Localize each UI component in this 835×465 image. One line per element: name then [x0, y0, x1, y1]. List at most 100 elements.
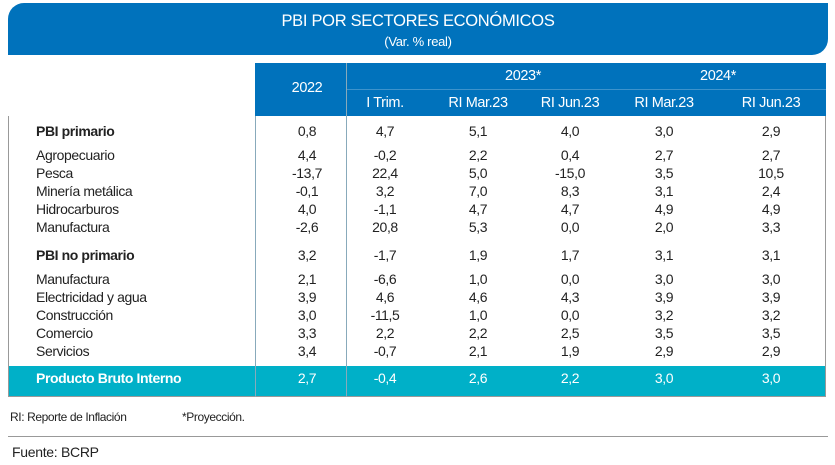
row-label: Comercio [36, 325, 93, 341]
table-cell: 3,1 [761, 247, 781, 263]
table-cell: 2,7 [761, 147, 781, 163]
table-cell: -15,0 [555, 165, 585, 181]
table-cell: -0,1 [295, 183, 319, 199]
note-ri: RI: Reporte de Inflación [10, 410, 127, 424]
table-cell: 2,0 [654, 219, 674, 235]
table-cell: 5,0 [468, 165, 488, 181]
table-cell: 3,5 [761, 325, 781, 341]
table-cell: 2,2 [375, 325, 395, 341]
table-cell: 3,2 [761, 307, 781, 323]
table-cell: 3,0 [761, 370, 781, 386]
table-cell: 3,0 [654, 271, 674, 287]
table-cell: 3,2 [654, 307, 674, 323]
table-cell: 0,4 [560, 147, 580, 163]
table-cell: 20,8 [372, 219, 398, 235]
table-cell: -0,4 [373, 370, 397, 386]
table-cell: 0,0 [560, 219, 580, 235]
row-label: Construcción [36, 307, 113, 323]
table-cell: 5,3 [468, 219, 488, 235]
data-table [8, 116, 826, 397]
table-cell: 2,6 [468, 370, 488, 386]
table-cell: 3,5 [654, 165, 674, 181]
header-subcol: RI Mar.23 [448, 95, 508, 111]
table-cell: 10,5 [758, 165, 784, 181]
header-subcol: RI Mar.23 [634, 95, 694, 111]
table-cell: -1,1 [373, 201, 397, 217]
table-cell: 1,0 [468, 307, 488, 323]
table-cell: 3,9 [297, 289, 317, 305]
table-cell: -0,7 [373, 343, 397, 359]
row-label: PBI no primario [36, 247, 135, 263]
table-cell: 4,0 [560, 123, 580, 139]
table-title: PBI POR SECTORES ECONÓMICOS [281, 12, 555, 30]
table-cell: 3,4 [297, 343, 317, 359]
table-cell: 2,9 [761, 123, 781, 139]
row-label: Producto Bruto Interno [36, 370, 182, 386]
table-cell: 2,9 [761, 343, 781, 359]
table-cell: 0,8 [297, 123, 317, 139]
table-cell: 3,0 [654, 123, 674, 139]
table-cell: 3,0 [761, 271, 781, 287]
table-cell: 3,0 [654, 370, 674, 386]
header-2024: 2024* [700, 68, 736, 84]
table-cell: 4,4 [297, 147, 317, 163]
table-subtitle: (Var. % real) [384, 34, 452, 49]
table-cell: -13,7 [292, 165, 322, 181]
header-2023: 2023* [505, 68, 541, 84]
table-cell: 8,3 [560, 183, 580, 199]
table-cell: 3,9 [654, 289, 674, 305]
row-label: Agropecuario [36, 147, 115, 163]
table-cell: 3,3 [297, 325, 317, 341]
table-cell: 3,3 [761, 219, 781, 235]
column-divider [255, 116, 256, 397]
row-label: Servicios [36, 343, 90, 359]
header-subcol: RI Jun.23 [540, 95, 600, 111]
header-subcol: I Trim. [366, 95, 404, 111]
table-cell: 2,9 [654, 343, 674, 359]
table-cell: 2,7 [654, 147, 674, 163]
table-cell: 2,2 [468, 147, 488, 163]
table-cell: 7,0 [468, 183, 488, 199]
table-cell: -1,7 [373, 247, 397, 263]
table-cell: 3,5 [654, 325, 674, 341]
table-cell: 4,6 [375, 289, 395, 305]
table-cell: 22,4 [372, 165, 398, 181]
table-cell: 3,1 [654, 247, 674, 263]
table-cell: 2,7 [297, 370, 317, 386]
table-cell: 2,1 [468, 343, 488, 359]
table-cell: 1,7 [560, 247, 580, 263]
table-cell: -11,5 [370, 307, 400, 323]
header-subcol: RI Jun.23 [741, 95, 801, 111]
source: Fuente: BCRP [12, 444, 99, 460]
row-label: Manufactura [36, 271, 110, 287]
table-cell: 5,1 [468, 123, 488, 139]
row-label: Pesca [36, 165, 73, 181]
table-cell: 2,2 [560, 370, 580, 386]
table-cell: 3,1 [654, 183, 674, 199]
table-cell: 3,2 [375, 183, 395, 199]
table-cell: 3,9 [761, 289, 781, 305]
title-banner: PBI POR SECTORES ECONÓMICOS (Var. % real… [8, 3, 828, 55]
table-cell: 0,0 [560, 307, 580, 323]
table-cell: -6,6 [373, 271, 397, 287]
table-cell: -2,6 [295, 219, 319, 235]
table-cell: -0,2 [373, 147, 397, 163]
table-cell: 4,3 [560, 289, 580, 305]
total-row-band [9, 366, 825, 396]
table-cell: 4,7 [560, 201, 580, 217]
table-cell: 0,0 [560, 271, 580, 287]
table-cell: 1,9 [560, 343, 580, 359]
row-label: PBI primario [36, 123, 115, 139]
table-cell: 2,1 [297, 271, 317, 287]
row-label: Electricidad y agua [36, 289, 147, 305]
table-cell: 4,7 [468, 201, 488, 217]
note-projection: *Proyección. [182, 410, 245, 424]
row-label: Hidrocarburos [36, 201, 119, 217]
table-cell: 3,2 [297, 247, 317, 263]
table-cell: 4,7 [375, 123, 395, 139]
row-label: Manufactura [36, 219, 110, 235]
table-cell: 2,5 [560, 325, 580, 341]
header-divider [346, 89, 826, 90]
header-2022: 2022 [291, 80, 323, 96]
table-cell: 3,0 [297, 307, 317, 323]
